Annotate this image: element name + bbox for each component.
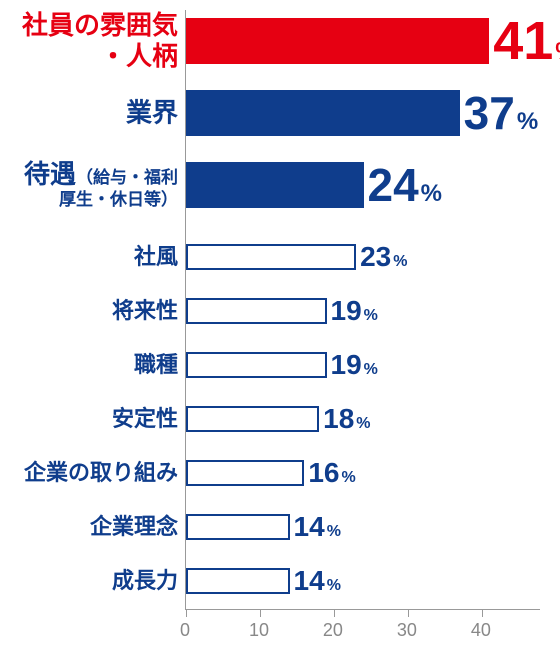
bar-label: 企業の取り組み — [24, 460, 178, 486]
percent-symbol: % — [555, 40, 560, 64]
x-tick — [334, 609, 335, 617]
bar-value-number: 19 — [331, 297, 362, 325]
bar-value-number: 16 — [308, 459, 339, 487]
bar-row: 安定性 18% — [0, 406, 560, 432]
x-tick-label: 10 — [249, 620, 269, 641]
bar-value-number: 24 — [368, 162, 419, 208]
bar-value-number: 23 — [360, 243, 391, 271]
bar-row: 成長力 14% — [0, 568, 560, 594]
bar-row: 待遇（給与・福利 厚生・休日等） 24% — [0, 162, 560, 208]
x-tick — [408, 609, 409, 617]
bar-wrap: 37% — [186, 90, 538, 136]
bar-row: 将来性 19% — [0, 298, 560, 324]
bar-value-number: 37 — [464, 90, 515, 136]
x-tick — [186, 609, 187, 617]
bar — [186, 514, 290, 540]
bar — [186, 298, 327, 324]
percent-symbol: % — [421, 182, 442, 206]
bar-value: 19% — [331, 297, 378, 325]
bar-label: 企業理念 — [90, 514, 178, 540]
bar-row: 職種 19% — [0, 352, 560, 378]
bar-value-number: 19 — [331, 351, 362, 379]
percent-symbol: % — [517, 110, 538, 134]
bar-row: 企業理念 14% — [0, 514, 560, 540]
bar-chart: 010203040社員の雰囲気・人柄41%業界37%待遇（給与・福利 厚生・休日… — [0, 0, 560, 657]
bar-wrap: 18% — [186, 406, 371, 432]
bar-label: 社員の雰囲気・人柄 — [22, 10, 178, 72]
bar-value: 19% — [331, 351, 378, 379]
bar-label-sub: （給与・福利 厚生・休日等） — [59, 168, 178, 209]
bar-label-main: 社員の雰囲気 — [22, 10, 178, 40]
bar-wrap: 24% — [186, 162, 442, 208]
percent-symbol: % — [364, 308, 378, 324]
bar-label: 成長力 — [112, 568, 178, 594]
bar-label: 将来性 — [112, 298, 178, 324]
percent-symbol: % — [364, 362, 378, 378]
bar-value: 23% — [360, 243, 407, 271]
bar — [186, 162, 364, 208]
percent-symbol: % — [393, 254, 407, 270]
bar — [186, 460, 304, 486]
bar-wrap: 14% — [186, 568, 341, 594]
bar-wrap: 16% — [186, 460, 356, 486]
bar — [186, 568, 290, 594]
bar-value: 41% — [493, 14, 560, 68]
bar-row: 社風 23% — [0, 244, 560, 270]
x-tick-label: 30 — [397, 620, 417, 641]
bar-value: 14% — [294, 567, 341, 595]
bar-value: 37% — [464, 90, 539, 136]
x-tick-label: 0 — [180, 620, 190, 641]
bar-value: 24% — [368, 162, 443, 208]
bar — [186, 90, 460, 136]
bar-value: 14% — [294, 513, 341, 541]
bar-label: 職種 — [134, 352, 178, 378]
bar-value: 18% — [323, 405, 370, 433]
bar-wrap: 19% — [186, 298, 378, 324]
x-tick-label: 20 — [323, 620, 343, 641]
bar — [186, 352, 327, 378]
percent-symbol: % — [356, 416, 370, 432]
bar — [186, 18, 489, 64]
bar-wrap: 41% — [186, 18, 560, 64]
bar-label: 安定性 — [112, 406, 178, 432]
bar-value: 16% — [308, 459, 355, 487]
bar-label: 社風 — [134, 244, 178, 270]
bar — [186, 406, 319, 432]
bar-label: 業界 — [126, 97, 178, 128]
percent-symbol: % — [341, 470, 355, 486]
bar-value-number: 14 — [294, 513, 325, 541]
bar-value-number: 18 — [323, 405, 354, 433]
bar-label-sub: ・人柄 — [100, 41, 178, 71]
percent-symbol: % — [327, 578, 341, 594]
bar-wrap: 19% — [186, 352, 378, 378]
bar-row: 業界 37% — [0, 90, 560, 136]
bar-label: 待遇（給与・福利 厚生・休日等） — [24, 159, 178, 211]
bar-value-number: 14 — [294, 567, 325, 595]
x-tick — [260, 609, 261, 617]
bar — [186, 244, 356, 270]
percent-symbol: % — [327, 524, 341, 540]
bar-label-main: 待遇 — [24, 159, 76, 189]
bar-row: 社員の雰囲気・人柄41% — [0, 18, 560, 64]
x-tick — [482, 609, 483, 617]
bar-wrap: 14% — [186, 514, 341, 540]
bar-row: 企業の取り組み 16% — [0, 460, 560, 486]
bar-value-number: 41 — [493, 14, 553, 68]
x-tick-label: 40 — [471, 620, 491, 641]
bar-wrap: 23% — [186, 244, 407, 270]
